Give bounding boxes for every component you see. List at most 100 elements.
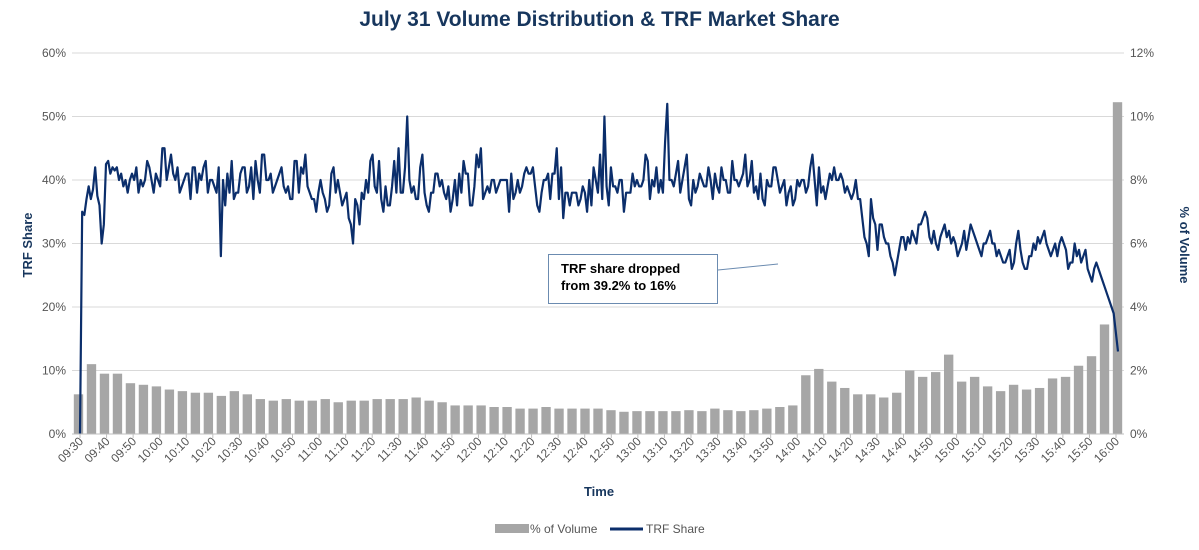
volume-bar <box>619 411 629 434</box>
x-tick-label: 15:10 <box>958 434 989 465</box>
volume-bar <box>372 399 382 434</box>
x-tick-label: 10:40 <box>241 434 272 465</box>
volume-bar <box>177 391 188 434</box>
volume-bar <box>502 407 512 434</box>
volume-bar <box>801 375 811 434</box>
volume-bar <box>658 411 668 434</box>
x-tick-label: 11:10 <box>321 434 352 465</box>
volume-bar <box>580 408 590 434</box>
volume-bar <box>645 411 655 434</box>
x-tick-label: 10:00 <box>135 434 166 465</box>
y-left-ticks: 0% 10% 20% 30% 40% 50% 60% <box>42 46 66 441</box>
x-tick-label: 12:10 <box>480 434 511 465</box>
volume-bar <box>710 408 720 434</box>
volume-bar <box>1008 384 1019 434</box>
volume-bar <box>918 376 928 434</box>
volume-bar <box>943 354 954 434</box>
volume-bar <box>892 392 902 434</box>
volume-bar <box>931 372 941 434</box>
x-axis-title: Time <box>584 484 614 499</box>
x-tick-label: 16:00 <box>1091 434 1122 465</box>
legend-label-volume: % of Volume <box>530 522 598 536</box>
x-tick-label: 11:30 <box>374 434 405 465</box>
y-left-tick-label: 20% <box>42 300 66 314</box>
y-right-tick-label: 0% <box>1130 427 1148 441</box>
volume-bar <box>1086 356 1097 434</box>
volume-bar <box>307 400 317 434</box>
volume-bar <box>164 389 175 434</box>
y-right-tick-label: 12% <box>1130 46 1154 60</box>
volume-bar <box>905 370 915 434</box>
x-tick-label: 14:50 <box>905 434 936 465</box>
volume-bar <box>956 381 967 434</box>
x-tick-label: 12:50 <box>586 434 617 465</box>
x-tick-label: 13:20 <box>666 434 697 465</box>
volume-bar <box>99 373 110 434</box>
volume-bar <box>1099 324 1110 434</box>
y-right-tick-label: 4% <box>1130 300 1148 314</box>
x-tick-label: 14:40 <box>878 434 909 465</box>
volume-bar <box>969 376 980 434</box>
volume-bar <box>86 364 97 434</box>
x-tick-label: 13:10 <box>639 434 670 465</box>
volume-bar <box>775 407 785 434</box>
volume-bar <box>788 405 798 434</box>
volume-bar <box>697 411 707 434</box>
volume-bar <box>216 395 227 434</box>
volume-bar <box>982 386 993 434</box>
volume-bar <box>411 397 421 434</box>
volume-bar <box>190 392 201 434</box>
volume-bar <box>255 399 265 434</box>
x-tick-label: 15:00 <box>932 434 963 465</box>
volume-bar <box>995 391 1006 434</box>
y-left-title: TRF Share <box>20 212 35 277</box>
volume-bar <box>1073 365 1084 434</box>
grid-lines <box>72 52 1124 371</box>
volume-bar <box>138 384 149 434</box>
y-right-title: % of Volume <box>1177 206 1192 283</box>
x-tick-label: 10:10 <box>161 434 192 465</box>
x-tick-label: 11:40 <box>401 434 432 465</box>
legend-label-trf: TRF Share <box>646 522 705 536</box>
volume-bar <box>476 405 486 434</box>
y-right-tick-label: 6% <box>1130 237 1148 251</box>
x-tick-label: 13:50 <box>746 434 777 465</box>
volume-bar <box>489 407 499 434</box>
trf-share-line <box>78 102 1120 435</box>
x-tick-label: 09:50 <box>108 434 139 465</box>
volume-bar <box>814 368 824 434</box>
y-left-tick-label: 30% <box>42 237 66 251</box>
volume-bar <box>437 402 447 434</box>
volume-bar <box>736 411 746 434</box>
x-tick-label: 14:10 <box>799 434 830 465</box>
volume-bar <box>853 394 863 434</box>
volume-bar <box>73 394 84 434</box>
volume-bar <box>398 399 408 434</box>
legend-swatch-volume <box>495 524 529 533</box>
volume-bar <box>242 394 253 434</box>
volume-bar <box>515 408 525 434</box>
volume-bar <box>333 402 343 434</box>
annotation-line-2: from 39.2% to 16% <box>561 278 676 293</box>
x-tick-label: 15:20 <box>985 434 1016 465</box>
volume-bar <box>268 400 278 434</box>
volume-bar <box>593 408 603 434</box>
volume-bar <box>879 397 889 434</box>
x-tick-label: 12:30 <box>533 434 564 465</box>
x-tick-label: 13:30 <box>693 434 724 465</box>
annotation-line-1: TRF share dropped <box>561 261 681 276</box>
annotation-pointer <box>717 263 779 271</box>
volume-bar <box>1021 389 1032 434</box>
x-tick-label: 12:40 <box>560 434 591 465</box>
annotation-box: TRF share dropped from 39.2% to 16% <box>548 254 718 304</box>
volume-bar <box>450 405 460 434</box>
x-tick-label: 15:30 <box>1011 434 1042 465</box>
volume-bar <box>320 399 330 434</box>
volume-bar <box>203 392 214 434</box>
volume-bar <box>632 411 642 434</box>
volume-bar <box>541 407 551 434</box>
y-left-tick-label: 50% <box>42 110 66 124</box>
y-right-ticks: 0% 2% 4% 6% 8% 10% 12% <box>1130 46 1154 441</box>
volume-bar <box>1047 378 1058 434</box>
volume-bar <box>749 410 759 434</box>
